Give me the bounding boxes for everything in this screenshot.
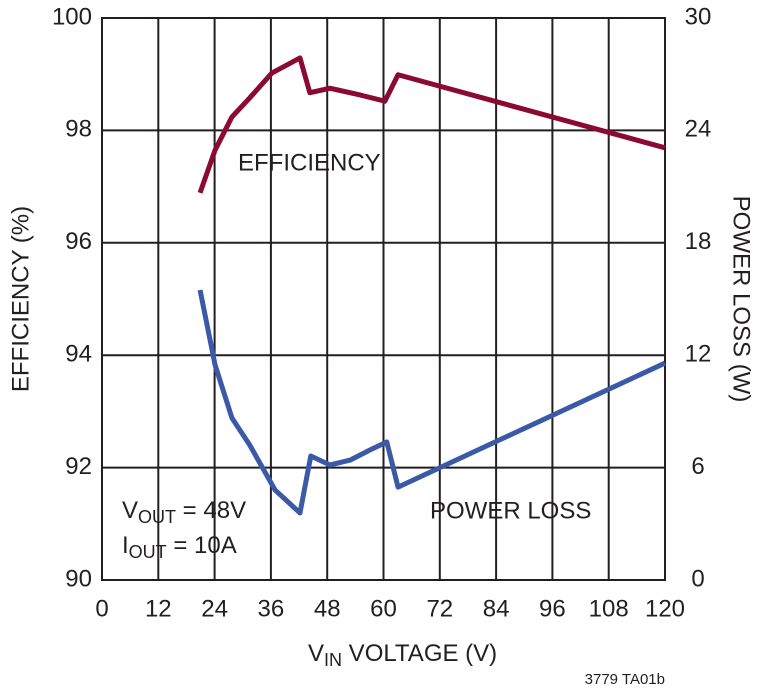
annotation-main: V xyxy=(122,497,138,524)
x-tick-label: 12 xyxy=(145,595,172,622)
annotation-sub: OUT xyxy=(138,507,176,527)
y2-tick-label: 24 xyxy=(685,116,712,143)
x-tick-label: 36 xyxy=(258,595,285,622)
x-tick-label: 96 xyxy=(539,595,566,622)
series-label: POWER LOSS xyxy=(430,497,591,524)
x-tick-label: 84 xyxy=(483,595,510,622)
x-tick-label: 48 xyxy=(314,595,341,622)
x-tick-label: 72 xyxy=(426,595,453,622)
annotation: VOUT = 48V xyxy=(122,497,246,526)
x-tick-label: 120 xyxy=(645,595,685,622)
y2-tick-label: 30 xyxy=(685,3,712,30)
y2-tick-label: 6 xyxy=(691,453,704,480)
y-tick-label: 94 xyxy=(65,341,92,368)
annotation-rest: = 10A xyxy=(167,532,237,559)
x-axis-label: VIN VOLTAGE (V) xyxy=(308,640,497,669)
x-tick-label: 0 xyxy=(95,595,108,622)
annotation-sub: OUT xyxy=(129,542,167,562)
series-label: EFFICIENCY xyxy=(238,149,381,176)
y2-tick-label: 0 xyxy=(691,565,704,592)
annotation: IOUT = 10A xyxy=(122,532,237,561)
footnote: 3779 TA01b xyxy=(585,671,665,688)
y-tick-label: 90 xyxy=(65,565,92,592)
x-label-sub: IN xyxy=(324,650,342,670)
x-tick-label: 24 xyxy=(201,595,228,622)
annotation-rest: = 48V xyxy=(176,497,246,524)
y-tick-label: 96 xyxy=(65,228,92,255)
plot-frame xyxy=(101,17,666,581)
y-axis-label: EFFICIENCY (%) xyxy=(7,206,34,392)
y2-tick-label: 12 xyxy=(685,341,712,368)
annotation-main: I xyxy=(122,532,129,559)
y2-tick-label: 18 xyxy=(685,228,712,255)
x-label-rest: VOLTAGE (V) xyxy=(342,640,497,667)
y-tick-label: 100 xyxy=(52,3,92,30)
x-label-main: V xyxy=(308,640,324,667)
x-tick-label: 60 xyxy=(370,595,397,622)
y2-axis-label: POWER LOSS (W) xyxy=(728,196,755,403)
y-tick-label: 98 xyxy=(65,116,92,143)
x-tick-label: 108 xyxy=(589,595,629,622)
series-line xyxy=(197,55,666,194)
y-tick-label: 92 xyxy=(65,453,92,480)
series-line xyxy=(197,289,667,516)
